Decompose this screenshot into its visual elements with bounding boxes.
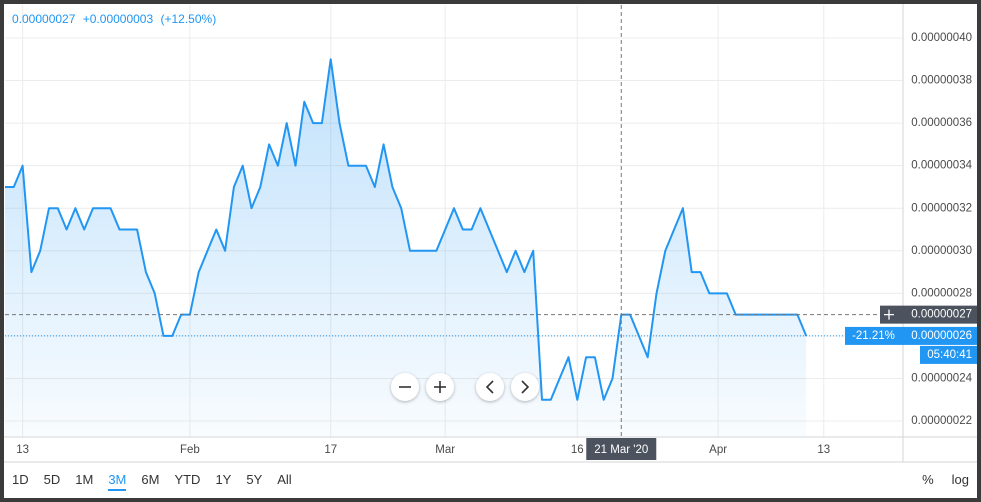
crosshair-plus-icon [884, 309, 894, 320]
range-button[interactable]: 3M [108, 472, 127, 491]
x-tick-label: Mar [435, 444, 455, 456]
zoom-out-button[interactable] [391, 373, 419, 401]
price-line [5, 58, 808, 401]
scale-button[interactable]: % [922, 472, 934, 487]
y-tick-label: 0.00000036 [911, 117, 972, 129]
x-tick-label: 16 [571, 444, 584, 456]
crosshair-price-box [880, 305, 977, 324]
range-button[interactable]: YTD [174, 472, 201, 487]
crosshair-price-label: 0.00000027 [911, 309, 972, 321]
legend: 0.00000027 +0.00000003 (+12.50%) [12, 12, 220, 26]
y-tick-label: 0.00000028 [911, 287, 972, 299]
range-button[interactable]: 5D [43, 472, 61, 487]
y-tick-label: 0.00000030 [911, 245, 972, 257]
change: +0.00000003 [82, 12, 154, 26]
y-tick-label: 0.00000032 [911, 202, 972, 214]
range-button[interactable]: All [277, 472, 292, 487]
last-price-label: 0.00000026 [911, 330, 972, 342]
y-tick-label: 0.00000022 [911, 415, 972, 427]
scale-bar: % log [904, 472, 969, 487]
crosshair-date-box [586, 438, 657, 460]
x-tick-label: Apr [709, 444, 727, 456]
y-tick-label: 0.00000040 [911, 32, 972, 44]
last-price-change: -21.21% [852, 330, 895, 342]
zoom-in-button[interactable] [426, 373, 454, 401]
range-button[interactable]: 1D [12, 472, 29, 487]
scroll-right-button[interactable] [511, 373, 539, 401]
scroll-left-button[interactable] [476, 373, 504, 401]
countdown-box [920, 345, 977, 364]
price: 0.00000027 [12, 12, 76, 26]
scale-button[interactable]: log [951, 472, 969, 487]
range-button[interactable]: 1M [75, 472, 94, 487]
last-price-box [845, 326, 977, 345]
x-tick-label: 13 [16, 444, 29, 456]
x-tick-label: Feb [180, 444, 200, 456]
range-button[interactable]: 5Y [246, 472, 263, 487]
y-tick-label: 0.00000038 [911, 75, 972, 87]
plot [5, 5, 903, 438]
y-tick-label: 0.00000024 [911, 373, 972, 385]
countdown: 05:40:41 [927, 349, 972, 361]
x-tick-label: 17 [324, 444, 337, 456]
change-percent: (+12.50%) [160, 12, 217, 26]
range-button[interactable]: 6M [141, 472, 160, 487]
area [5, 59, 807, 438]
crosshair-date-label: 21 Mar '20 [594, 444, 648, 456]
range-bar: 1D 5D 1M 3M 6M YTD 1Y 5Y All [12, 472, 307, 491]
x-tick-label: 13 [817, 444, 830, 456]
y-tick-label: 0.00000034 [911, 160, 972, 172]
range-button[interactable]: 1Y [215, 472, 232, 487]
